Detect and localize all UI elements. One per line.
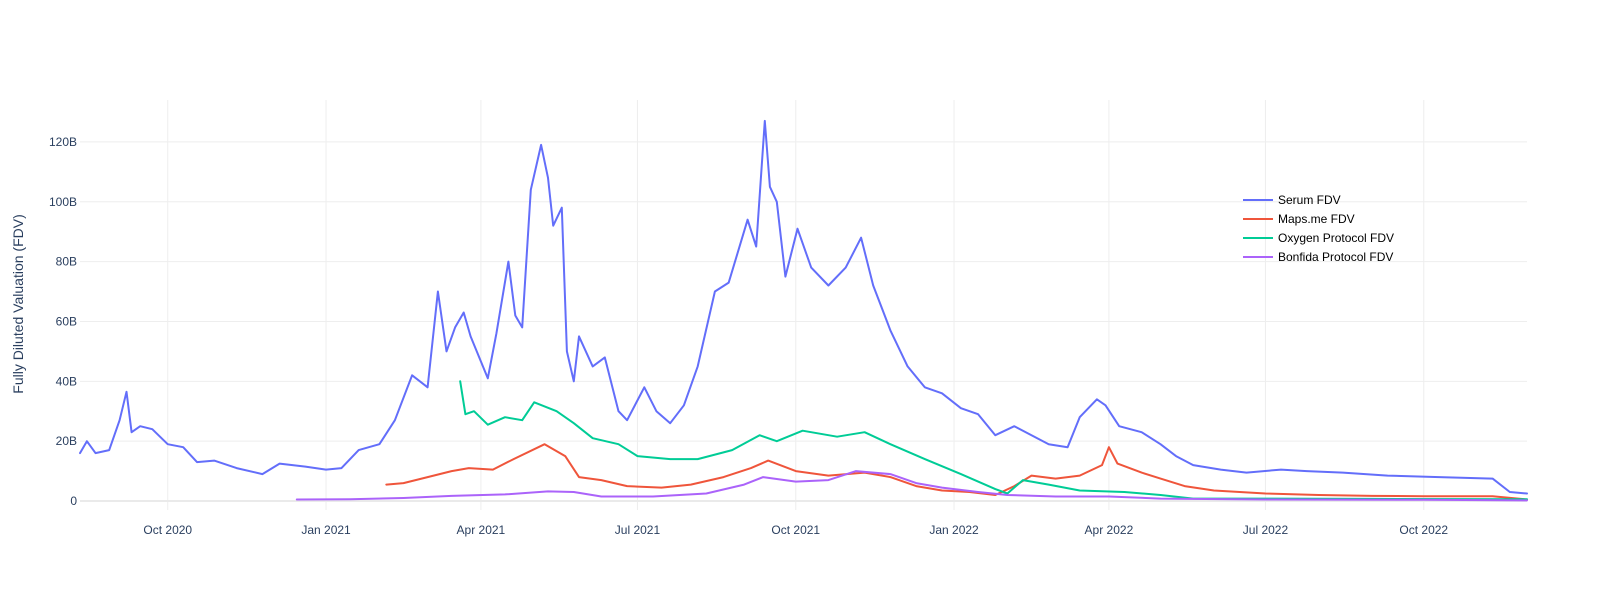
y-axis-title: Fully Diluted Valuation (FDV) xyxy=(10,214,26,393)
legend-label: Bonfida Protocol FDV xyxy=(1278,250,1393,264)
x-tick-label: Jan 2021 xyxy=(301,523,351,537)
y-tick-label: 20B xyxy=(56,434,77,448)
legend-label: Maps.me FDV xyxy=(1278,212,1355,226)
legend-item[interactable]: Bonfida Protocol FDV xyxy=(1243,250,1393,264)
y-tick-label: 60B xyxy=(56,314,77,328)
x-tick-label: Jul 2021 xyxy=(615,523,661,537)
series-line-1 xyxy=(79,119,1528,495)
legend-item[interactable]: Oxygen Protocol FDV xyxy=(1243,231,1394,245)
y-tick-label: 120B xyxy=(49,135,77,149)
y-tick-label: 100B xyxy=(49,195,77,209)
x-tick-label: Jan 2022 xyxy=(929,523,979,537)
x-gridlines xyxy=(167,100,1425,510)
series-line-2 xyxy=(385,443,1528,501)
series-lines xyxy=(79,119,1528,502)
series-line-4 xyxy=(295,470,1528,502)
y-gridlines xyxy=(80,141,1527,442)
y-tick-label: 0 xyxy=(70,494,77,508)
x-axis-tick-labels: Oct 2020 Jan 2021 Apr 2021 Jul 2021 Oct 2021… xyxy=(143,523,1448,537)
x-tick-label: Apr 2022 xyxy=(1085,523,1134,537)
x-tick-label: Apr 2021 xyxy=(457,523,506,537)
x-tick-label: Oct 2020 xyxy=(143,523,192,537)
legend-label: Oxygen Protocol FDV xyxy=(1278,231,1394,245)
y-tick-label: 40B xyxy=(56,374,77,388)
series-line-3 xyxy=(459,380,1528,501)
legend[interactable]: Serum FDV Maps.me FDV Oxygen Protocol FDV B… xyxy=(1243,193,1394,264)
y-axis-tick-labels: 0 20B 40B 60B 80B 100B 120B xyxy=(49,135,77,508)
legend-label: Serum FDV xyxy=(1278,193,1341,207)
x-tick-label: Oct 2021 xyxy=(771,523,820,537)
legend-item[interactable]: Serum FDV xyxy=(1243,193,1341,207)
x-tick-label: Oct 2022 xyxy=(1399,523,1448,537)
legend-item[interactable]: Maps.me FDV xyxy=(1243,212,1355,226)
y-tick-label: 80B xyxy=(56,255,77,269)
x-tick-label: Jul 2022 xyxy=(1243,523,1289,537)
